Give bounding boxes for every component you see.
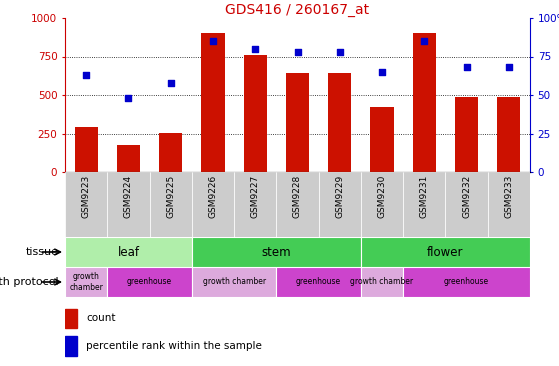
Bar [403, 267, 530, 297]
Bar [361, 172, 403, 237]
Point [166, 80, 175, 86]
Point [420, 38, 429, 44]
Bar [244, 55, 267, 172]
Text: growth chamber: growth chamber [350, 277, 414, 287]
Bar [74, 127, 98, 172]
Text: GSM9229: GSM9229 [335, 175, 344, 218]
Point [124, 95, 133, 101]
Bar [65, 309, 77, 328]
Text: GSM9232: GSM9232 [462, 175, 471, 218]
Text: GSM9231: GSM9231 [420, 175, 429, 218]
Text: flower: flower [427, 246, 464, 258]
Text: GSM9233: GSM9233 [504, 175, 513, 218]
Text: percentile rank within the sample: percentile rank within the sample [86, 341, 262, 351]
Text: tissue: tissue [25, 247, 58, 257]
Bar [65, 336, 77, 356]
Bar [328, 73, 352, 172]
Bar [455, 97, 478, 172]
Bar [234, 172, 276, 237]
Text: stem: stem [262, 246, 291, 258]
Bar [361, 237, 530, 267]
Bar [276, 267, 361, 297]
Text: GSM9227: GSM9227 [251, 175, 260, 218]
Point [504, 64, 513, 70]
Point [209, 38, 217, 44]
Bar [65, 267, 107, 297]
Text: leaf: leaf [117, 246, 139, 258]
Bar [192, 172, 234, 237]
Point [251, 46, 260, 52]
Bar [319, 172, 361, 237]
Text: greenhouse: greenhouse [127, 277, 172, 287]
Title: GDS416 / 260167_at: GDS416 / 260167_at [225, 3, 369, 17]
Bar [159, 133, 182, 172]
Point [462, 64, 471, 70]
Text: growth protocol: growth protocol [0, 277, 58, 287]
Bar [413, 33, 436, 172]
Text: growth
chamber: growth chamber [69, 272, 103, 292]
Bar [276, 172, 319, 237]
Bar [286, 74, 309, 172]
Point [293, 49, 302, 55]
Bar [65, 172, 107, 237]
Bar [150, 172, 192, 237]
Point [82, 72, 91, 78]
Text: GSM9223: GSM9223 [82, 175, 91, 218]
Text: GSM9230: GSM9230 [377, 175, 386, 218]
Point [377, 69, 386, 75]
Text: greenhouse: greenhouse [444, 277, 489, 287]
Text: GSM9228: GSM9228 [293, 175, 302, 218]
Bar [371, 107, 394, 172]
Text: greenhouse: greenhouse [296, 277, 341, 287]
Bar [107, 267, 192, 297]
Point [335, 49, 344, 55]
Bar [192, 237, 361, 267]
Text: GSM9224: GSM9224 [124, 175, 133, 218]
Bar [498, 97, 520, 172]
Bar [107, 172, 150, 237]
Bar [201, 33, 225, 172]
Bar [117, 145, 140, 172]
Bar [65, 237, 192, 267]
Text: GSM9226: GSM9226 [209, 175, 217, 218]
Bar [361, 267, 403, 297]
Text: count: count [86, 313, 115, 324]
Bar [446, 172, 487, 237]
Text: growth chamber: growth chamber [202, 277, 266, 287]
Bar [403, 172, 446, 237]
Bar [192, 267, 276, 297]
Bar [487, 172, 530, 237]
Text: GSM9225: GSM9225 [166, 175, 175, 218]
